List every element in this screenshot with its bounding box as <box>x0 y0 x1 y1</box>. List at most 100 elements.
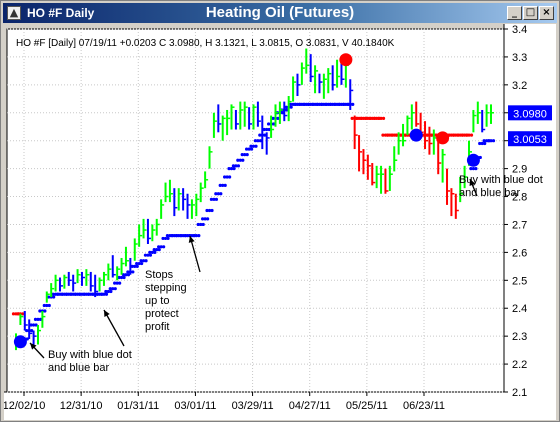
price-chart[interactable]: 2.12.22.32.42.52.62.72.82.93.03.13.23.33… <box>4 24 556 420</box>
stop-dot <box>109 289 113 294</box>
stop-dot <box>38 309 42 313</box>
stop-dot <box>99 292 104 296</box>
minimize-button[interactable]: _ <box>507 6 522 20</box>
stop-dot <box>319 102 323 106</box>
stop-dot <box>143 253 148 257</box>
stop-dot <box>174 234 178 238</box>
stop-dot <box>106 289 110 294</box>
stop-dot <box>25 328 29 333</box>
stop-dot <box>126 270 130 274</box>
stop-dot <box>243 153 247 157</box>
y-tick-label: 2.4 <box>512 303 527 315</box>
stop-dot <box>150 250 154 254</box>
stop-dot <box>161 236 165 241</box>
stop-dot <box>249 144 253 148</box>
stop-dot <box>214 197 219 201</box>
stop-dot <box>31 323 36 327</box>
stop-dot <box>140 261 144 266</box>
red-stop-dot <box>429 133 433 137</box>
annotation-text: and blue bar <box>459 187 520 199</box>
stop-dot <box>254 144 258 148</box>
red-stop-dot <box>394 133 398 137</box>
stop-dot <box>219 192 223 196</box>
stop-dot <box>104 289 108 294</box>
app-icon: ▲ <box>7 6 21 20</box>
stop-dot <box>253 139 257 143</box>
y-tick-label: 3.2 <box>512 80 527 92</box>
stop-dot <box>121 273 126 277</box>
annotation-text: and blue bar <box>48 362 109 374</box>
stop-dot <box>45 303 49 308</box>
stop-dot <box>203 217 207 221</box>
stop-dot <box>196 222 200 227</box>
y-tick-label: 2.3 <box>512 331 527 343</box>
stop-dot <box>73 292 77 296</box>
stop-dot <box>284 105 288 109</box>
x-tick-label: 05/25/11 <box>346 400 388 412</box>
stop-dot <box>251 144 256 148</box>
red-stop-dot <box>16 312 20 316</box>
stop-dot <box>486 139 491 143</box>
y-tick-label: 2.7 <box>512 219 527 231</box>
stop-dot <box>137 261 141 266</box>
stop-dot <box>302 102 306 106</box>
stop-dot <box>218 183 222 187</box>
red-stop-dot <box>456 133 460 137</box>
stop-dot <box>346 102 350 106</box>
red-stop-dot <box>379 116 383 120</box>
x-tick-label: 04/27/11 <box>289 400 331 412</box>
red-stop-dot <box>464 133 469 137</box>
stop-dot <box>234 164 238 168</box>
stop-dot <box>483 141 487 146</box>
stop-dot <box>144 259 148 263</box>
red-stop-dot <box>467 133 471 137</box>
red-stop-dot <box>398 133 403 137</box>
stop-dot <box>288 102 293 106</box>
stop-dot <box>104 292 109 296</box>
stop-dot <box>289 105 293 109</box>
stop-dot <box>271 116 275 120</box>
close-button[interactable]: × <box>539 6 554 20</box>
annotation-arrowhead <box>188 236 195 243</box>
stop-dot <box>297 102 301 106</box>
stop-dot <box>155 247 159 252</box>
stop-dot <box>133 264 137 268</box>
stop-dot <box>111 287 115 291</box>
stop-dot <box>328 102 332 106</box>
stop-dot <box>285 108 289 112</box>
stop-dot <box>225 175 229 179</box>
annotation-arrowhead <box>104 310 110 317</box>
stop-dot <box>293 102 297 106</box>
stop-dot <box>146 253 150 257</box>
stop-dot <box>179 234 183 238</box>
stop-dot <box>192 234 196 238</box>
red-stop-dot <box>385 133 389 137</box>
stop-dot <box>247 147 251 151</box>
price-label-box <box>508 105 552 121</box>
stop-dot <box>170 234 174 238</box>
stop-dot <box>52 295 56 299</box>
annotation-arrowhead <box>30 343 37 350</box>
stop-dot <box>157 247 161 252</box>
stop-dot <box>228 175 232 179</box>
red-stop-dot <box>354 116 359 120</box>
stop-dot <box>223 183 227 187</box>
stop-dot <box>207 208 212 213</box>
red-stop-dot <box>376 116 381 120</box>
stop-dot <box>38 317 43 321</box>
stop-dot <box>33 317 38 321</box>
y-tick-label: 2.2 <box>512 359 527 371</box>
stop-dot <box>256 139 260 143</box>
annotation-text: profit <box>145 321 169 333</box>
maximize-button[interactable]: □ <box>523 6 538 20</box>
red-stop-dot <box>451 133 455 137</box>
stop-dot <box>469 167 473 171</box>
stop-dot <box>491 139 496 143</box>
title-bar[interactable]: ▲ HO #F Daily Heating Oil (Futures) _ □ … <box>3 3 557 23</box>
stop-dot <box>265 127 269 132</box>
x-tick-label: 12/31/10 <box>60 400 103 412</box>
stop-dot <box>332 102 337 106</box>
stop-dot <box>209 197 214 201</box>
stop-dot <box>197 234 201 238</box>
